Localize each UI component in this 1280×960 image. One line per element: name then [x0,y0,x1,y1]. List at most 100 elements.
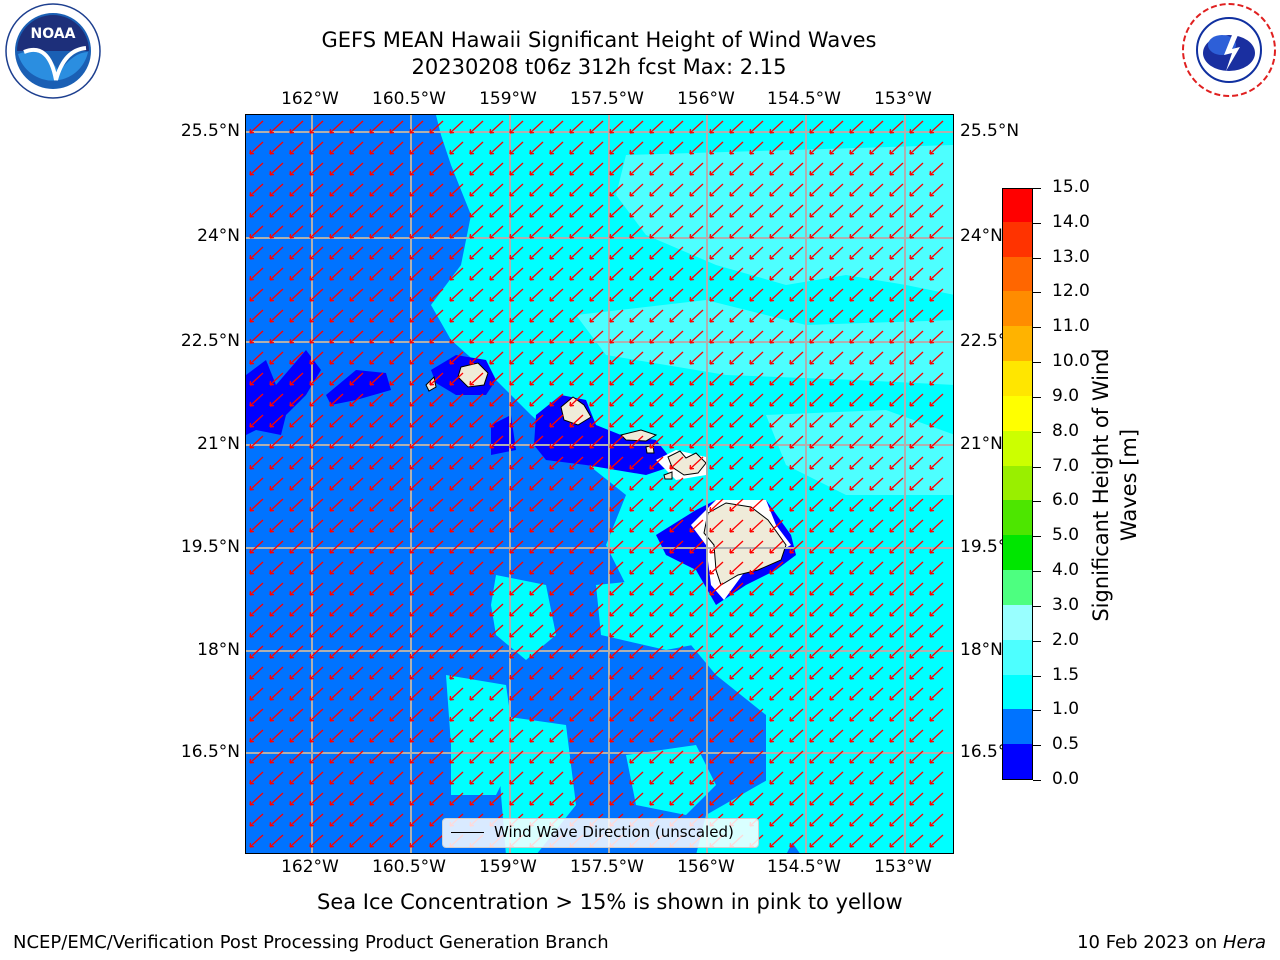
wave-arrow [849,414,864,428]
wave-arrow [829,498,844,512]
wave-arrow [649,330,664,344]
wave-arrow [729,540,744,554]
wave-arrow [649,645,664,659]
wave-arrow [509,414,524,428]
wave-arrow [529,414,544,428]
wave-arrow [529,792,544,806]
wave-arrow [249,288,264,302]
wave-arrow [749,372,764,386]
wave-arrow [749,771,764,785]
wave-arrow [369,603,384,617]
wave-arrow [709,141,724,155]
wave-arrow [509,435,524,449]
wave-arrow [889,792,904,806]
wave-arrow [509,477,524,491]
wave-arrow [569,519,584,533]
wave-arrow [389,288,404,302]
lat-tick-right: 18°N [960,640,1003,660]
wave-arrow [849,183,864,197]
wave-arrow [249,624,264,638]
wave-arrow [349,498,364,512]
wave-arrow [749,351,764,365]
wave-arrow [689,351,704,365]
wave-arrow [589,414,604,428]
wave-arrow [389,813,404,827]
wave-arrow [429,624,444,638]
wave-arrow [789,351,804,365]
wave-arrow [269,183,284,197]
colorbar-segment [1003,256,1032,292]
wave-arrow [689,582,704,596]
wave-arrow [489,477,504,491]
wave-arrow [689,162,704,176]
wave-arrow [249,225,264,239]
wave-arrow [769,435,784,449]
wave-arrow [749,498,764,512]
wave-arrow [809,288,824,302]
colorbar-tick [1033,188,1041,189]
wave-arrow [409,666,424,680]
wave-arrow [329,414,344,428]
wave-arrow [769,519,784,533]
wave-arrow [749,267,764,281]
wave-arrow [609,498,624,512]
wave-arrow [569,435,584,449]
wave-arrow [349,540,364,554]
wave-arrow [609,540,624,554]
wave-arrow [789,456,804,470]
sea-ice-note: Sea Ice Concentration > 15% is shown in … [317,890,903,914]
wave-arrow [769,624,784,638]
wave-arrow [629,477,644,491]
wave-arrow [629,393,644,407]
wave-arrow [589,603,604,617]
lat-tick-left: 16.5°N [180,742,240,762]
wave-arrow [869,498,884,512]
wave-arrow [709,414,724,428]
wave-arrow [929,435,944,449]
wave-arrow [269,120,284,134]
wave-arrow [509,708,524,722]
lon-tick-top: 160.5°W [372,89,446,109]
wave-arrow [469,267,484,281]
colorbar-segment [1003,290,1032,327]
wave-arrow [649,456,664,470]
wave-arrow [649,708,664,722]
wave-arrow [889,204,904,218]
wave-arrow [589,204,604,218]
wave-arrow [569,477,584,491]
wave-arrow [909,351,924,365]
wave-arrow [689,183,704,197]
wave-arrow [549,582,564,596]
wave-arrow [889,498,904,512]
wave-arrow [489,645,504,659]
wave-arrow [449,519,464,533]
wave-arrow [929,309,944,323]
wave-arrow [409,519,424,533]
wave-arrow [609,351,624,365]
wave-arrow [569,687,584,701]
wave-zone-1.5-2.0 [766,410,953,495]
wave-arrow [769,540,784,554]
wave-arrow [749,162,764,176]
wave-arrow [349,750,364,764]
lat-tick-left: 22.5°N [180,331,240,351]
wave-arrow [269,456,284,470]
wave-arrow [449,561,464,575]
wave-arrow [789,477,804,491]
wave-arrow [489,666,504,680]
wave-arrow [389,771,404,785]
wave-arrow [749,141,764,155]
wave-arrow [669,456,684,470]
wave-arrow [369,141,384,155]
wave-arrow [269,288,284,302]
wave-arrow [689,288,704,302]
wave-arrow [369,729,384,743]
wave-zone-1.0-1.5 [446,675,516,795]
wave-arrow [669,750,684,764]
wave-arrow [889,372,904,386]
wave-arrow [309,624,324,638]
wave-arrow [389,246,404,260]
colorbar-tick [1033,780,1041,781]
wave-arrow [449,183,464,197]
lon-tick-top: 157.5°W [570,89,644,109]
